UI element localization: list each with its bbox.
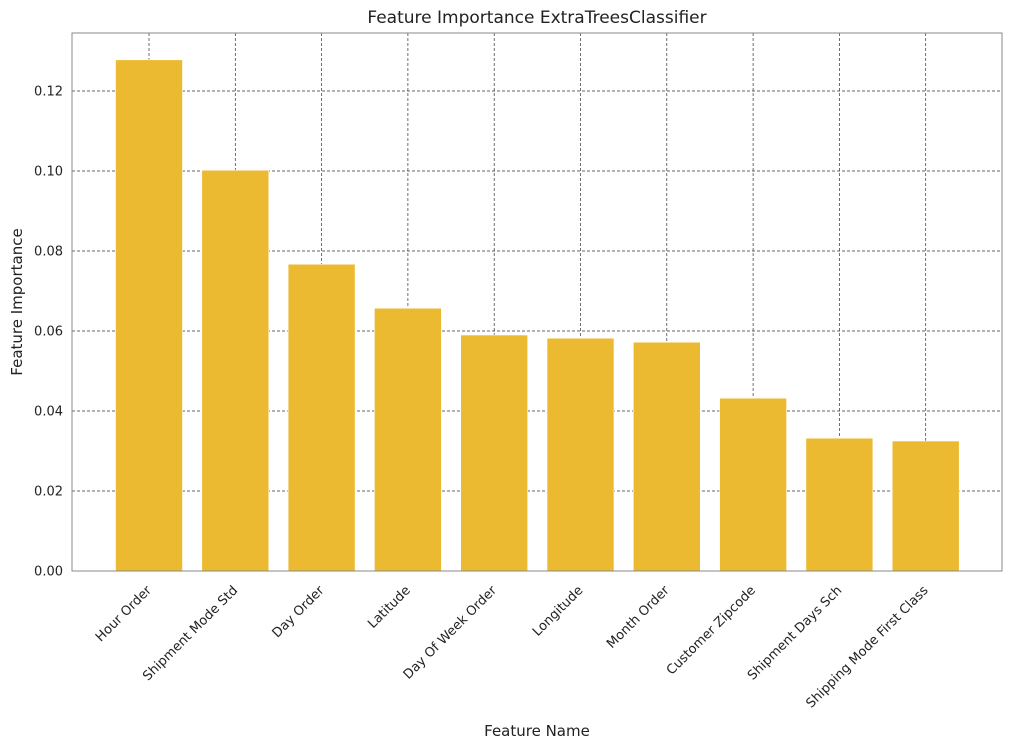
- x-axis-label: Feature Name: [484, 722, 590, 740]
- x-tick-label: Shipment Mode Std: [140, 583, 241, 684]
- y-axis-ticks: 0.00 0.02 0.04 0.06 0.08 0.10 0.12: [34, 85, 63, 580]
- x-tick-label: Day Order: [270, 583, 328, 641]
- bar: [287, 263, 356, 572]
- bar: [719, 397, 787, 572]
- x-tick-label: Day Of Week Order: [401, 583, 501, 683]
- x-tick-label: Customer Zipcode: [664, 583, 759, 678]
- bars: [115, 59, 960, 572]
- x-tick-label: Hour Order: [93, 583, 155, 645]
- bar: [374, 307, 442, 572]
- y-tick-label: 0.08: [34, 245, 63, 260]
- bar: [460, 334, 529, 572]
- y-tick-label: 0.12: [34, 85, 63, 100]
- bar: [891, 440, 960, 572]
- x-tick-label: Month Order: [604, 583, 673, 652]
- bar: [805, 437, 874, 572]
- bar: [546, 337, 615, 572]
- y-tick-label: 0.02: [34, 485, 63, 500]
- y-axis-label: Feature Importance: [8, 228, 26, 375]
- bar: [115, 59, 183, 572]
- y-tick-label: 0.06: [34, 325, 63, 340]
- y-tick-label: 0.00: [34, 565, 63, 580]
- x-tick-label: Latitude: [365, 583, 413, 631]
- x-tick-label: Shipment Days Sch: [745, 583, 845, 683]
- bar: [632, 341, 701, 572]
- x-tick-label: Longitude: [530, 583, 586, 639]
- plot-frame: [71, 32, 1003, 572]
- y-tick-label: 0.04: [34, 405, 63, 420]
- y-tick-label: 0.10: [34, 165, 63, 180]
- chart-title: Feature Importance ExtraTreesClassifier: [367, 8, 706, 28]
- bar: [201, 169, 270, 572]
